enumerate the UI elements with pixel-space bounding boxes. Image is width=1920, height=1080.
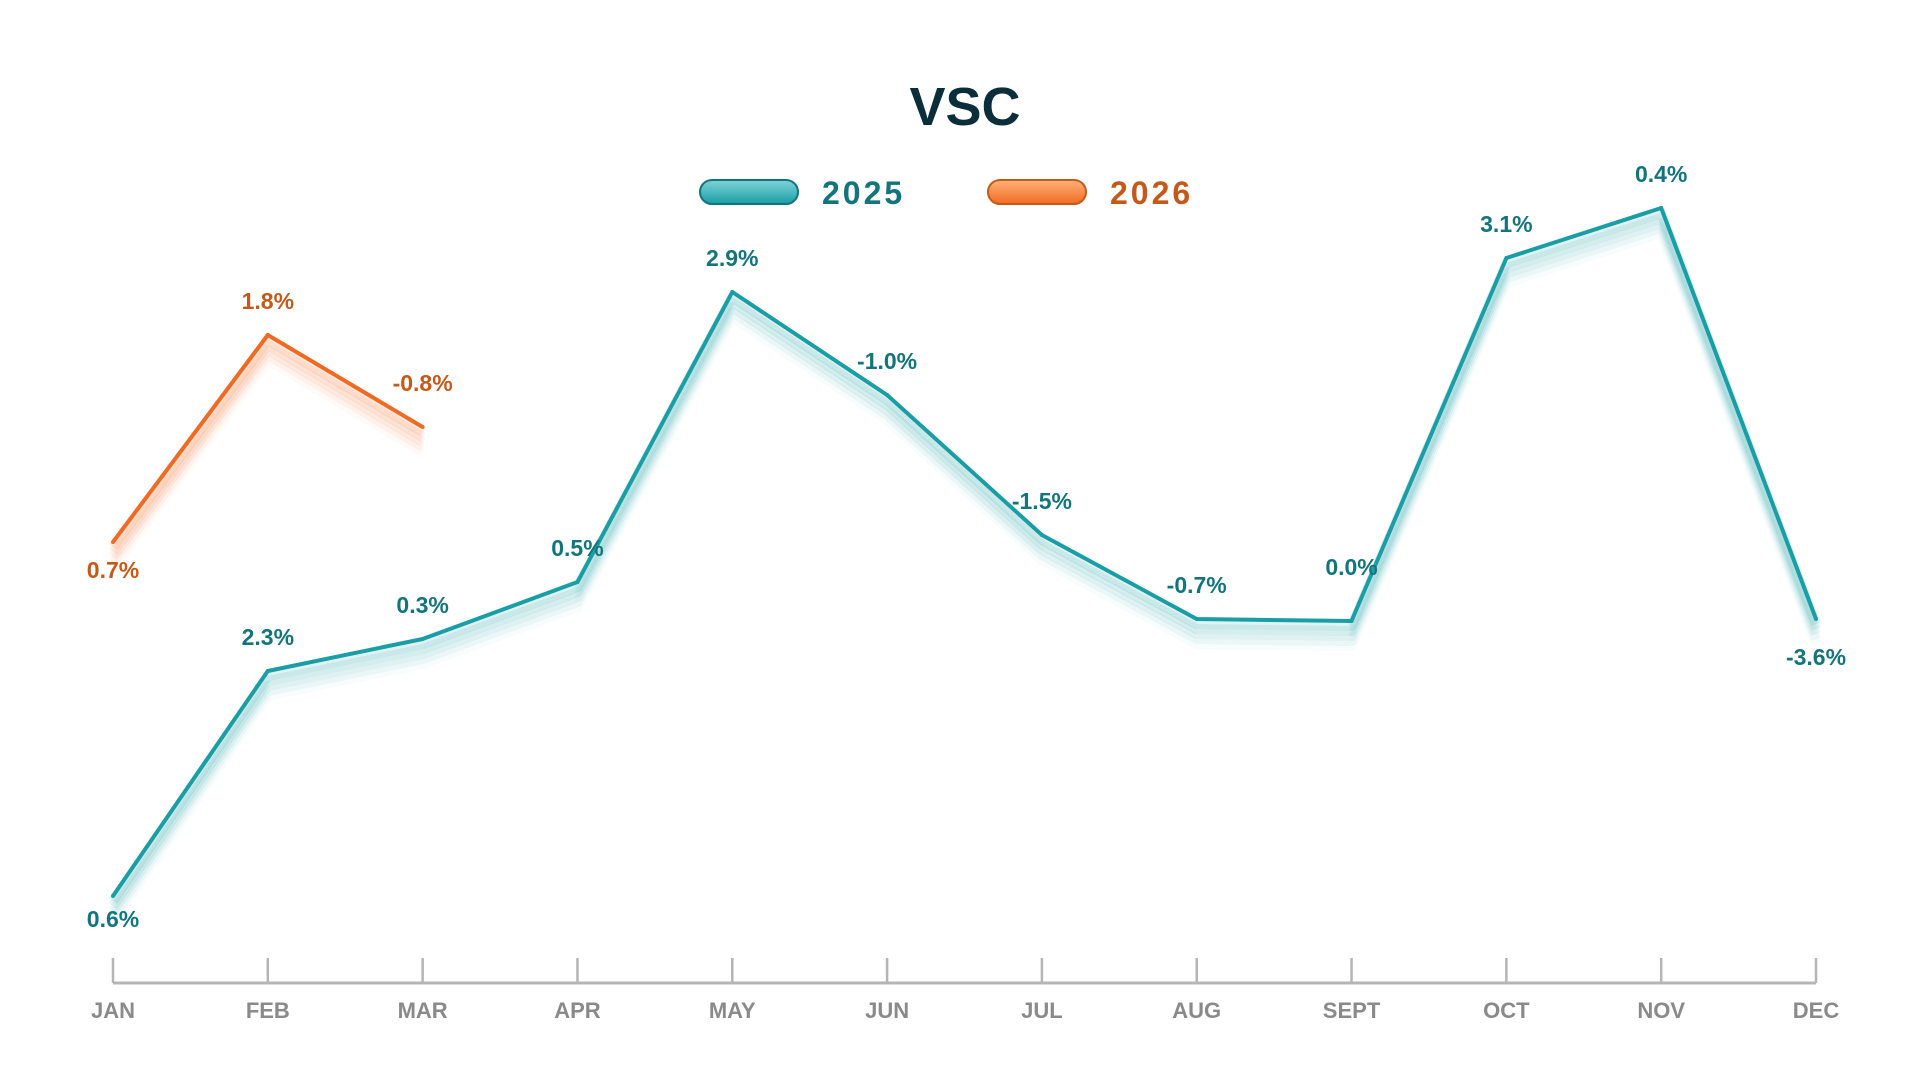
data-label-2025-MAR: 0.3% — [396, 592, 448, 618]
x-tick-label: MAR — [398, 998, 448, 1023]
x-tick-label: FEB — [246, 998, 290, 1023]
legend: 2025 2026 — [699, 175, 1193, 211]
data-point-2025-AUG — [1194, 617, 1199, 621]
series-glow-band — [108, 223, 1821, 919]
data-point-2025-FEB — [265, 669, 270, 673]
series-glow-band — [108, 345, 426, 560]
data-point-2025-OCT — [1504, 256, 1509, 260]
data-point-2026-JAN — [111, 540, 115, 544]
legend-swatch-2025 — [699, 179, 799, 205]
data-label-2025-MAY: 2.9% — [706, 245, 758, 271]
series-glow-band — [113, 233, 1816, 921]
x-tick-label: JAN — [91, 998, 135, 1023]
data-point-2025-NOV — [1659, 206, 1664, 210]
data-label-2025-APR: 0.5% — [551, 535, 603, 561]
series-glow-band — [108, 340, 426, 555]
data-label-2026-FEB: 1.8% — [242, 288, 294, 314]
legend-item-2025: 2025 — [699, 175, 905, 211]
data-label-2026-MAR: -0.8% — [393, 370, 453, 396]
data-label-2025-JUN: -1.0% — [857, 348, 917, 374]
x-tick-label: SEPT — [1323, 998, 1381, 1023]
x-tick-label: NOV — [1637, 998, 1685, 1023]
data-point-2025-SEPT — [1349, 619, 1354, 623]
data-point-2025-JAN — [111, 894, 115, 898]
legend-label-2025: 2025 — [822, 175, 905, 211]
data-point-2026-MAR — [420, 425, 425, 429]
series-layer — [108, 206, 1821, 921]
x-tick-label: JUN — [865, 998, 909, 1023]
data-label-2026-JAN: 0.7% — [87, 557, 139, 583]
series-2025-glow — [108, 208, 1821, 921]
data-point-2025-DEC — [1814, 617, 1818, 621]
x-tick-label: JUL — [1021, 998, 1063, 1023]
legend-swatch-2026 — [987, 179, 1087, 205]
data-label-2025-SEPT: 0.0% — [1325, 554, 1377, 580]
data-label-2025-NOV: 0.4% — [1635, 161, 1687, 187]
data-point-2025-MAR — [420, 637, 425, 641]
x-tick-label: OCT — [1483, 998, 1530, 1023]
series-glow-band — [108, 208, 1821, 904]
x-tick-label: MAY — [709, 998, 756, 1023]
series-glow-band — [108, 218, 1821, 914]
legend-label-2026: 2026 — [1110, 175, 1193, 211]
data-label-2025-FEB: 2.3% — [242, 624, 294, 650]
data-label-2025-DEC: -3.6% — [1786, 644, 1846, 670]
x-axis: JAN FEB MAR APR MAY JUN JUL AUG SEPT OCT NOV DEC — [91, 958, 1839, 1023]
series-line-2025 — [111, 206, 1818, 898]
legend-item-2026: 2026 — [987, 175, 1193, 211]
data-label-2025-JAN: 0.6% — [87, 906, 139, 932]
data-point-2025-JUN — [885, 393, 890, 397]
data-label-2025-OCT: 3.1% — [1480, 211, 1532, 237]
x-tick-label: AUG — [1172, 998, 1221, 1023]
data-label-2025-JUL: -1.5% — [1012, 488, 1072, 514]
series-2026-glow — [108, 335, 426, 567]
data-point-2025-JUL — [1039, 533, 1044, 537]
x-tick-label: DEC — [1793, 998, 1840, 1023]
series-glow-band — [108, 350, 426, 565]
series-glow-band — [108, 335, 426, 550]
x-tick-label: APR — [554, 998, 601, 1023]
data-point-2025-APR — [575, 580, 580, 584]
data-point-2026-FEB — [265, 333, 270, 337]
series-glow-band — [113, 360, 423, 567]
label-layer: 0.6% 2.3% 0.3% 0.5% 2.9% -1.0% -1.5% -0.7% 0.0% 3… — [87, 161, 1846, 932]
data-label-2025-AUG: -0.7% — [1167, 572, 1227, 598]
series-glow-band — [108, 213, 1821, 909]
data-point-2025-MAY — [730, 290, 735, 294]
chart-title: VSC — [909, 77, 1020, 137]
